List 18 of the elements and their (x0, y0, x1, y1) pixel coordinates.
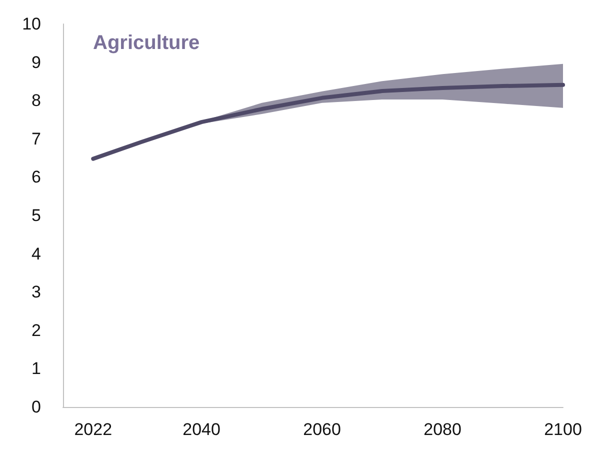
line-series (91, 82, 565, 161)
chart-title: Agriculture (93, 32, 200, 54)
y-tick-label: 2 (32, 320, 41, 340)
x-tick-label: 2022 (74, 420, 112, 439)
y-tick-label: 0 (32, 398, 41, 416)
x-tick-label: 2060 (303, 420, 341, 439)
y-tick-label: 4 (32, 244, 41, 264)
x-tick-label: 2040 (182, 420, 220, 439)
y-tick-label: 8 (32, 91, 41, 110)
x-tick-label: 2100 (544, 420, 582, 439)
y-tick-label: 3 (32, 282, 41, 302)
y-tick-label: 7 (32, 129, 41, 148)
y-tick-label: 9 (32, 52, 41, 72)
x-tick-label: 2080 (424, 420, 462, 439)
y-tick-label: 10 (22, 14, 41, 34)
y-tick-label: 5 (32, 206, 41, 225)
y-tick-label: 1 (32, 359, 41, 378)
y-tick-label: 6 (32, 168, 41, 187)
